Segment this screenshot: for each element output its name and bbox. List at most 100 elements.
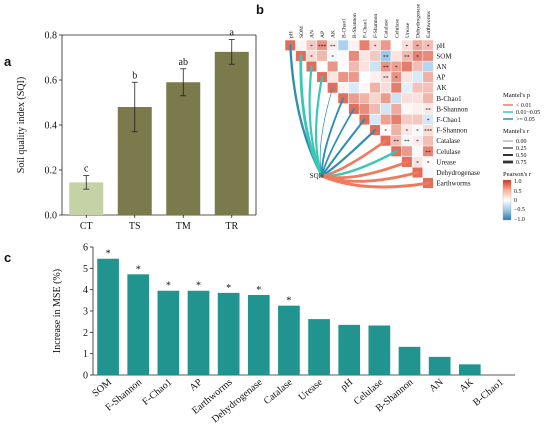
b-col-label: pH: [288, 31, 294, 38]
b-heat-cell: [411, 71, 424, 83]
b-heat-cell: [390, 92, 402, 104]
b-significance-star: **: [383, 65, 389, 71]
c-bar-b-shannon: [398, 346, 421, 375]
c-bars: *SOM*F-Shannon*F-Chao1*AP*Earthworms*Deh…: [90, 249, 506, 426]
c-x-tick-label: AN: [427, 377, 445, 395]
b-row-label: Catalase: [436, 137, 460, 145]
a-y-tick-label: 0.0: [45, 211, 58, 222]
b-significance-star: *: [416, 160, 419, 166]
b-col-label: Dehydrogenase: [416, 3, 422, 38]
b-heat-cell: [422, 92, 434, 104]
c-significance-star: *: [256, 285, 261, 296]
c-y-tick-label: 2: [83, 328, 88, 339]
b-row-label: Earthworms: [436, 180, 470, 188]
c-bar-earthworms: [217, 292, 240, 375]
c-x-tick-label: F-Chao1: [140, 377, 174, 408]
c-bar-f-chao1: [157, 290, 180, 375]
b-heat-cell: [411, 113, 424, 126]
b-col-label: F-Shannon: [373, 14, 379, 38]
b-significance-star: *: [406, 44, 409, 50]
b-heat-cell: [369, 103, 381, 115]
panel-b-chart: * *** ** * * * ** * ** ** *** *** ***** * * ***** ** ****…: [284, 3, 540, 223]
legend-r-0: 0.00: [516, 139, 527, 145]
b-heat-cell: [390, 124, 402, 136]
b-heat-cell: [401, 82, 413, 94]
c-significance-star: *: [166, 281, 171, 292]
legend-r-1: 0.25: [516, 146, 527, 152]
b-heat-cell: [327, 71, 339, 83]
b-heat-cell: [422, 135, 434, 147]
c-significance-star: *: [106, 249, 111, 260]
b-heat-cell: [337, 39, 349, 51]
b-row-label: SOM: [436, 52, 452, 60]
c-y-tick-label: 3: [83, 307, 88, 318]
b-mantel-link-ak: [319, 87, 334, 177]
c-y-tick-label: 4: [83, 285, 88, 296]
b-heat-cell: [411, 145, 424, 157]
b-significance-star: *: [416, 129, 419, 135]
b-row-label: F-Chao1: [436, 116, 461, 124]
legend-p-low: < 0.01: [516, 103, 531, 109]
legend-mantel-r-title: Mantel's r: [503, 128, 530, 135]
b-heat-cell: [369, 82, 381, 94]
c-significance-star: *: [226, 283, 231, 294]
b-col-label: SOM: [299, 26, 305, 38]
c-y-ticks: 0 1 2 3 4 5 6: [83, 243, 93, 382]
b-heat-cell: [369, 60, 381, 73]
b-heat-cell: [380, 82, 392, 94]
legend-pearson-tick-1: 1.0: [514, 179, 522, 185]
b-heat-cell: [401, 71, 413, 83]
b-significance-star: *: [427, 160, 430, 166]
b-significance-star: *: [395, 65, 398, 71]
b-significance-star: **: [383, 76, 389, 82]
b-significance-star: **: [394, 139, 400, 145]
a-y-tick-label: 0.2: [45, 166, 58, 177]
c-bar-f-shannon: [127, 274, 150, 375]
b-row-label: F-Shannon: [436, 127, 467, 135]
a-x-tick-label: TR: [225, 221, 238, 232]
a-x-tick-label: TM: [176, 221, 191, 232]
b-significance-star: *: [331, 54, 334, 60]
b-significance-star: *: [416, 54, 419, 60]
c-x-tick-label: B-Chao1: [471, 377, 506, 409]
b-significance-star: **: [425, 107, 431, 113]
c-y-tick-label: 0: [83, 371, 88, 382]
c-x-tick-label: Urease: [297, 377, 326, 404]
panel-a-letter: a: [4, 54, 12, 69]
b-significance-star: **: [330, 44, 336, 50]
b-significance-star: *: [374, 44, 377, 50]
b-heat-cell: [358, 103, 371, 115]
a-x-tick-label: CT: [80, 221, 93, 232]
b-significance-star: **: [404, 139, 410, 145]
b-heat-cell: [369, 50, 381, 62]
b-row-label: Celulase: [436, 148, 460, 156]
b-heat-cell: [348, 82, 360, 94]
b-col-label: AP: [320, 31, 326, 38]
legend-pearson-tick-3: 0: [514, 198, 517, 204]
b-significance-star: *: [310, 54, 313, 60]
b-row-label: AP: [436, 74, 445, 82]
b-significance-star: **: [404, 54, 410, 60]
b-col-label: Celulase: [394, 19, 400, 38]
legend-r-3: 0.75: [516, 160, 527, 166]
legend-r-2: 0.50: [516, 153, 527, 159]
legend-mantel-p-title: Mantel's p: [503, 92, 530, 99]
b-heat-cell: [337, 71, 349, 83]
c-bar-ap: [187, 290, 210, 375]
b-heat-cell: [390, 82, 402, 94]
b-heat-cell: [401, 92, 413, 104]
a-significance-letter: a: [230, 28, 235, 39]
b-col-label: Catalase: [384, 19, 390, 38]
c-y-tick-label: 1: [83, 349, 88, 360]
a-significance-letter: c: [84, 164, 89, 175]
b-heat-cell: [411, 60, 424, 73]
b-col-label: Earthworms: [426, 11, 432, 38]
b-mantel-link-f-chao1: [320, 118, 366, 178]
a-y-tick-label: 0.6: [45, 76, 58, 87]
a-y-tick-label: 0.8: [45, 31, 58, 42]
b-heat-cell: [369, 92, 381, 104]
b-significance-star: *: [310, 44, 313, 50]
b-significance-star: *: [427, 118, 430, 124]
b-row-label: B-Shannon: [436, 105, 468, 113]
